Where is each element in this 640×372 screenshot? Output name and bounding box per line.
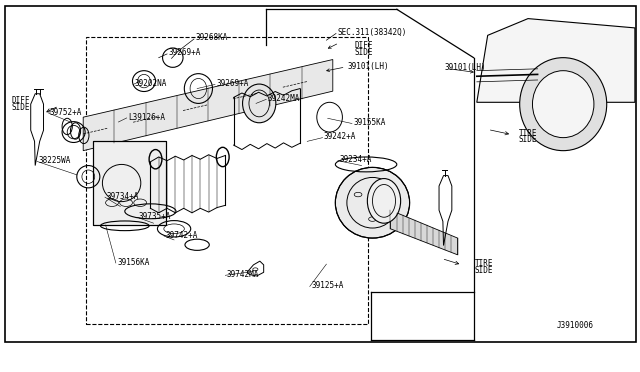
Bar xyxy=(93,141,166,225)
Text: SIDE: SIDE xyxy=(475,266,493,275)
Ellipse shape xyxy=(532,71,594,138)
Ellipse shape xyxy=(520,58,607,151)
Text: 39268KA: 39268KA xyxy=(195,33,228,42)
Ellipse shape xyxy=(335,167,410,238)
Polygon shape xyxy=(477,19,635,102)
Text: 39242MA: 39242MA xyxy=(268,94,300,103)
Text: J3910006: J3910006 xyxy=(557,321,594,330)
Text: SEC.311(38342Q): SEC.311(38342Q) xyxy=(337,28,406,37)
Text: 39269+A: 39269+A xyxy=(216,79,249,88)
Text: TIRE: TIRE xyxy=(475,259,493,268)
Text: 39155KA: 39155KA xyxy=(353,118,386,127)
Text: L39126+A: L39126+A xyxy=(128,113,165,122)
Ellipse shape xyxy=(243,84,276,123)
Text: 39125+A: 39125+A xyxy=(311,281,344,290)
Text: 39735+A: 39735+A xyxy=(138,212,171,221)
Text: SIDE: SIDE xyxy=(12,103,30,112)
Text: 39734+A: 39734+A xyxy=(106,192,139,201)
Text: 39269+A: 39269+A xyxy=(168,48,201,57)
Polygon shape xyxy=(83,60,333,151)
Polygon shape xyxy=(390,210,458,255)
Text: 39234+A: 39234+A xyxy=(339,155,372,164)
Bar xyxy=(86,37,368,324)
Text: TIRE: TIRE xyxy=(518,129,537,138)
Text: 39101(LH): 39101(LH) xyxy=(445,63,486,72)
Text: 39202NA: 39202NA xyxy=(134,79,167,88)
Text: 39752+A: 39752+A xyxy=(50,108,83,117)
Text: DIFF: DIFF xyxy=(12,96,30,105)
Text: DIFF: DIFF xyxy=(355,41,373,50)
Text: SIDE: SIDE xyxy=(518,135,537,144)
Text: 38225WA: 38225WA xyxy=(38,156,71,165)
Text: SIDE: SIDE xyxy=(355,48,373,57)
Text: 39242+A: 39242+A xyxy=(324,132,356,141)
Text: 39742MA: 39742MA xyxy=(227,270,259,279)
Bar xyxy=(93,141,166,225)
Text: 39101(LH): 39101(LH) xyxy=(348,62,389,71)
Text: 39156KA: 39156KA xyxy=(117,258,150,267)
Text: 39742+A: 39742+A xyxy=(165,231,198,240)
Ellipse shape xyxy=(367,179,401,223)
